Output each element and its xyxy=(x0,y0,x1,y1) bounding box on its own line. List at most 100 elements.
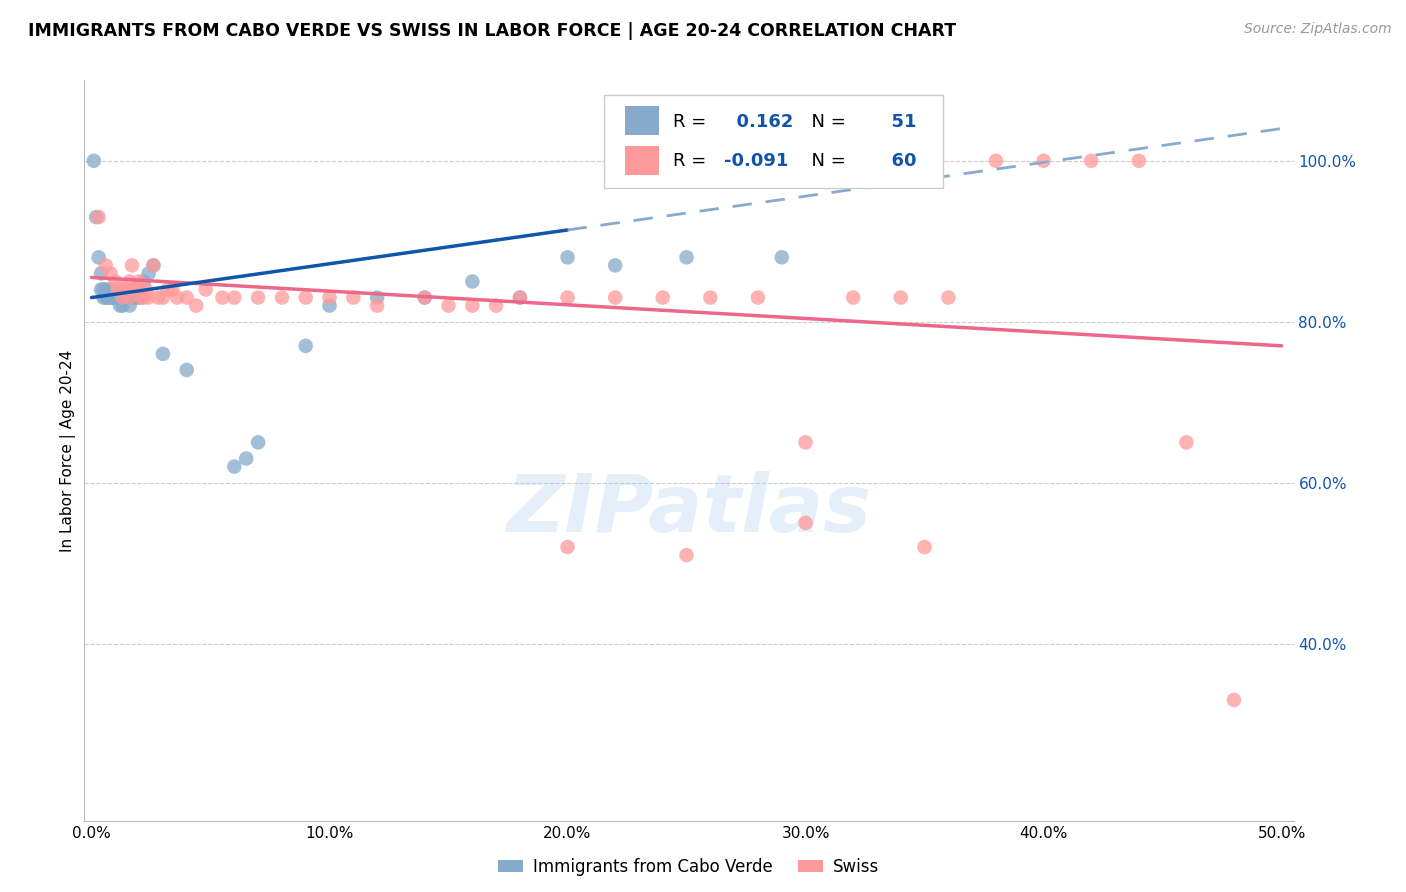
Point xyxy=(114,291,136,305)
Text: N =: N = xyxy=(800,112,852,131)
Point xyxy=(842,291,865,305)
Point xyxy=(1080,153,1102,168)
Point xyxy=(124,291,146,305)
Point xyxy=(794,435,817,450)
Point xyxy=(93,283,115,297)
Point xyxy=(90,283,112,297)
Point xyxy=(97,291,120,305)
Bar xyxy=(624,145,659,176)
Point xyxy=(224,459,246,474)
Legend: Immigrants from Cabo Verde, Swiss: Immigrants from Cabo Verde, Swiss xyxy=(492,851,886,883)
Point xyxy=(166,291,188,305)
Point xyxy=(132,291,155,305)
Point xyxy=(176,363,198,377)
Point xyxy=(100,291,122,305)
Point xyxy=(94,259,117,273)
Point xyxy=(114,283,136,297)
Y-axis label: In Labor Force | Age 20-24: In Labor Force | Age 20-24 xyxy=(60,350,76,551)
Text: N =: N = xyxy=(800,152,852,170)
Point xyxy=(1032,153,1054,168)
Point xyxy=(142,259,165,273)
Point xyxy=(938,291,960,305)
Point xyxy=(121,291,143,305)
Point xyxy=(890,291,912,305)
Point xyxy=(107,283,129,297)
Point xyxy=(125,283,148,297)
Point xyxy=(101,291,124,305)
Point xyxy=(1175,435,1198,450)
Point xyxy=(97,291,120,305)
Point xyxy=(294,291,316,305)
Point xyxy=(366,291,388,305)
Point xyxy=(461,275,484,289)
Point xyxy=(211,291,233,305)
Point xyxy=(125,291,148,305)
Point xyxy=(111,291,134,305)
Point xyxy=(104,291,127,305)
Text: 60: 60 xyxy=(879,152,917,170)
Point xyxy=(118,275,141,289)
Point xyxy=(84,210,107,224)
Text: IMMIGRANTS FROM CABO VERDE VS SWISS IN LABOR FORCE | AGE 20-24 CORRELATION CHART: IMMIGRANTS FROM CABO VERDE VS SWISS IN L… xyxy=(28,22,956,40)
Point xyxy=(675,250,697,264)
Point xyxy=(107,291,129,305)
Point xyxy=(294,339,316,353)
Text: 51: 51 xyxy=(879,112,917,131)
Text: ZIPatlas: ZIPatlas xyxy=(506,471,872,549)
Point xyxy=(131,291,153,305)
Point xyxy=(138,267,160,281)
Text: -0.091: -0.091 xyxy=(724,152,789,170)
Text: R =: R = xyxy=(673,112,713,131)
Point xyxy=(1223,693,1246,707)
Text: R =: R = xyxy=(673,152,713,170)
Point xyxy=(485,299,508,313)
Text: Source: ZipAtlas.com: Source: ZipAtlas.com xyxy=(1244,22,1392,37)
Point xyxy=(87,210,110,224)
Point xyxy=(108,283,131,297)
Bar xyxy=(624,106,659,136)
Point xyxy=(146,291,169,305)
Point xyxy=(162,283,184,297)
Point xyxy=(114,291,136,305)
Point xyxy=(121,259,143,273)
Point xyxy=(1128,153,1150,168)
Text: 0.162: 0.162 xyxy=(724,112,793,131)
Point xyxy=(152,347,174,361)
Point xyxy=(747,291,769,305)
Point xyxy=(101,291,124,305)
Point xyxy=(413,291,436,305)
Point xyxy=(318,291,340,305)
Point xyxy=(111,299,134,313)
Point xyxy=(557,291,579,305)
Point xyxy=(118,291,141,305)
Point xyxy=(342,291,364,305)
Point xyxy=(100,267,122,281)
Point xyxy=(107,291,129,305)
Point xyxy=(557,540,579,554)
Point xyxy=(100,283,122,297)
Point xyxy=(318,299,340,313)
Point xyxy=(115,291,138,305)
Point xyxy=(984,153,1007,168)
Point xyxy=(152,291,174,305)
Point xyxy=(118,299,141,313)
Point xyxy=(413,291,436,305)
Point xyxy=(271,291,294,305)
Point xyxy=(87,250,110,264)
Point xyxy=(93,291,115,305)
Point xyxy=(605,291,627,305)
Point xyxy=(509,291,531,305)
Point xyxy=(94,283,117,297)
Point xyxy=(557,250,579,264)
Point xyxy=(115,283,138,297)
Point xyxy=(509,291,531,305)
Point xyxy=(94,291,117,305)
Point xyxy=(605,259,627,273)
Point xyxy=(770,250,793,264)
Point xyxy=(118,291,141,305)
Point xyxy=(461,299,484,313)
Point xyxy=(224,291,246,305)
Point xyxy=(675,548,697,562)
Point xyxy=(176,291,198,305)
Point xyxy=(108,299,131,313)
